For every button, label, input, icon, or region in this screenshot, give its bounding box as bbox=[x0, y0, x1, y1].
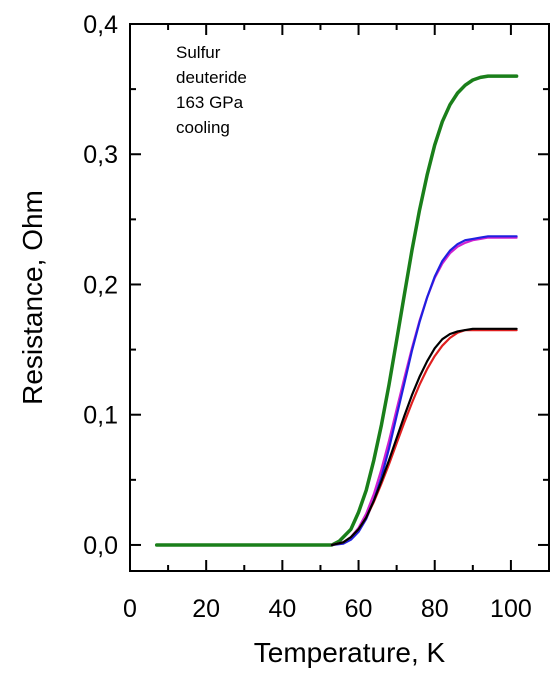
annotation-line: 163 GPa bbox=[176, 93, 244, 112]
x-tick-label: 0 bbox=[123, 595, 137, 623]
y-tick-label: 0,0 bbox=[83, 532, 118, 560]
annotation-line: deuteride bbox=[176, 68, 247, 87]
series-line-1 bbox=[154, 74, 519, 547]
series-group bbox=[154, 74, 519, 547]
x-tick-label: 100 bbox=[490, 595, 532, 623]
series-line-3 bbox=[330, 235, 518, 547]
series-line-5 bbox=[330, 327, 518, 547]
y-tick-label: 0,2 bbox=[83, 271, 118, 299]
y-tick-label: 0,3 bbox=[83, 141, 118, 169]
annotation-group: Sulfur deuteride 163 GPa cooling bbox=[176, 43, 247, 137]
annotation-line: Sulfur bbox=[176, 43, 221, 62]
x-tick-label: 20 bbox=[192, 595, 220, 623]
plot-frame bbox=[129, 23, 550, 572]
x-tick-label: 40 bbox=[268, 595, 296, 623]
y-axis-title: Resistance, Ohm bbox=[17, 190, 48, 405]
y-tick-label: 0,1 bbox=[83, 402, 118, 430]
x-axis-title: Temperature, K bbox=[254, 637, 446, 668]
y-tick-label: 0,4 bbox=[83, 11, 118, 39]
x-tick-label: 60 bbox=[345, 595, 373, 623]
axes-group: 0 20 40 60 80 100 0,0 0,1 0,2 0,3 0,4 bbox=[83, 11, 549, 623]
series-line-2 bbox=[330, 236, 518, 547]
x-tick-label: 80 bbox=[421, 595, 449, 623]
annotation-line: cooling bbox=[176, 118, 230, 137]
